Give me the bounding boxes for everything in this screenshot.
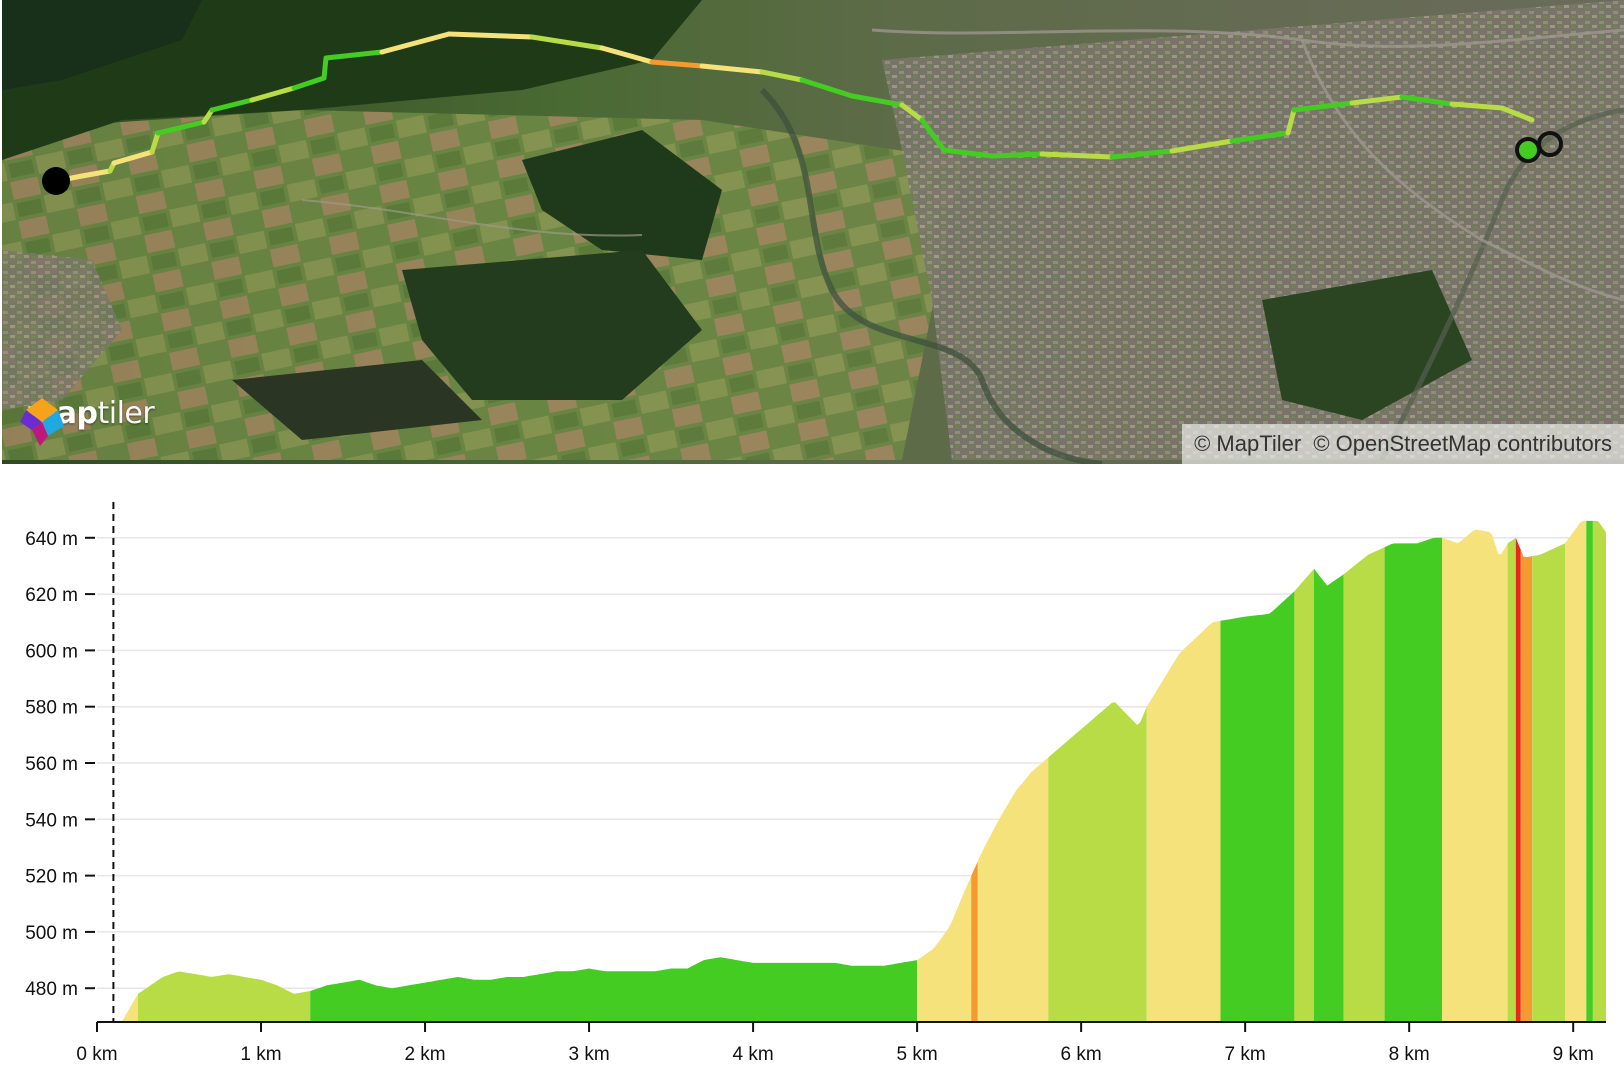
- maptiler-logo[interactable]: maptiler: [18, 396, 155, 446]
- grade-band-moderate: [121, 993, 138, 1022]
- route-segment: [599, 45, 655, 65]
- route-segment: [79, 168, 113, 179]
- route-segment: [1499, 105, 1535, 123]
- route-segment: [323, 49, 385, 61]
- x-tick-label: 9 km: [1553, 1044, 1594, 1065]
- elevation-profile[interactable]: 480 m 500 m 520 m 540 m 560 m 580 m 600 …: [0, 464, 1624, 1072]
- attribution-maptiler-link[interactable]: © MapTiler: [1194, 431, 1302, 456]
- x-tick-label: 8 km: [1389, 1044, 1430, 1065]
- route-segment: [1039, 151, 1115, 160]
- grade-band-gentle: [1048, 702, 1147, 1022]
- route-segment: [111, 149, 155, 166]
- route-start-marker[interactable]: [42, 167, 70, 195]
- route-segment: [149, 130, 161, 155]
- route-segment: [155, 119, 207, 136]
- route-segment: [799, 77, 855, 99]
- route-segment: [849, 93, 905, 108]
- x-tick-label: 4 km: [732, 1044, 773, 1065]
- y-tick-label: 540 m: [25, 810, 78, 831]
- route-end-marker[interactable]: [1515, 137, 1541, 163]
- x-tick-label: 2 km: [404, 1044, 445, 1065]
- route-segment: [1229, 130, 1291, 144]
- elevation-axes: [85, 536, 1606, 1032]
- x-tick-label: 0 km: [76, 1044, 117, 1065]
- route-segment: [321, 55, 329, 81]
- route-segment: [989, 151, 1045, 159]
- route-segment: [1349, 94, 1405, 106]
- grade-band-very-steep: [1515, 537, 1521, 1022]
- route-line: [53, 31, 1535, 184]
- route-segment: [446, 31, 535, 40]
- x-tick-label: 6 km: [1061, 1044, 1102, 1065]
- map-view[interactable]: maptiler © MapTiler © OpenStreetMap cont…: [2, 0, 1624, 464]
- route-segment: [1109, 148, 1175, 160]
- route-segment: [899, 102, 925, 123]
- maptiler-logo-icon: [20, 398, 64, 446]
- grade-band-gentle: [1294, 568, 1314, 1022]
- x-tick-label: 1 km: [240, 1044, 281, 1065]
- y-axis-labels: 480 m 500 m 520 m 540 m 560 m 580 m 600 …: [25, 529, 78, 1000]
- grade-band-moderate: [1565, 520, 1587, 1022]
- x-axis-labels: 0 km 1 km 2 km 3 km 4 km 5 km 6 km 7 km …: [76, 1044, 1593, 1065]
- grade-band-flat: [1586, 520, 1593, 1022]
- grade-band-moderate: [1442, 529, 1508, 1022]
- grade-band-steep: [1520, 549, 1533, 1022]
- y-tick-label: 500 m: [25, 923, 78, 944]
- grade-band-moderate: [917, 875, 972, 1022]
- route-segment: [1399, 94, 1455, 107]
- y-tick-label: 560 m: [25, 754, 78, 775]
- y-tick-label: 600 m: [25, 641, 78, 662]
- grade-band-flat: [1384, 537, 1442, 1022]
- grade-band-moderate: [1146, 620, 1221, 1022]
- y-tick-label: 640 m: [25, 529, 78, 550]
- grade-band-moderate: [977, 757, 1049, 1022]
- satellite-map: [2, 0, 1624, 464]
- route-segment: [529, 34, 605, 51]
- map-attribution: © MapTiler © OpenStreetMap contributors: [1182, 424, 1624, 464]
- route-segment: [209, 97, 255, 113]
- route-segment: [941, 147, 995, 159]
- grade-band-gentle: [138, 971, 311, 1022]
- y-tick-label: 580 m: [25, 698, 78, 719]
- grade-band-steep: [971, 861, 978, 1022]
- route-segment: [1291, 100, 1355, 113]
- route-segment: [249, 85, 297, 103]
- y-tick-label: 620 m: [25, 585, 78, 606]
- route-segment: [919, 117, 947, 153]
- route-segment: [1449, 101, 1505, 111]
- elevation-area: [121, 520, 1606, 1022]
- grade-band-flat: [1220, 591, 1295, 1022]
- grade-band-gentle: [1532, 543, 1565, 1022]
- route-position-marker[interactable]: [1537, 131, 1563, 157]
- route-segment: [291, 75, 327, 91]
- y-tick-label: 480 m: [25, 979, 78, 1000]
- route-segment: [1285, 107, 1297, 136]
- route-segment: [649, 59, 705, 69]
- route-segment: [1169, 138, 1235, 154]
- x-tick-label: 3 km: [568, 1044, 609, 1065]
- grade-band-gentle: [1343, 547, 1385, 1022]
- y-tick-label: 520 m: [25, 867, 78, 888]
- grade-band-gentle: [1592, 520, 1606, 1022]
- route-segment: [759, 69, 805, 83]
- route-segment: [699, 63, 765, 75]
- x-tick-label: 5 km: [897, 1044, 938, 1065]
- grade-band-gentle: [1507, 537, 1516, 1022]
- grade-band-flat: [310, 957, 918, 1022]
- x-tick-label: 7 km: [1225, 1044, 1266, 1065]
- attribution-osm-link[interactable]: © OpenStreetMap contributors: [1313, 431, 1612, 456]
- route-segment: [379, 31, 452, 55]
- grade-band-flat: [1314, 568, 1344, 1022]
